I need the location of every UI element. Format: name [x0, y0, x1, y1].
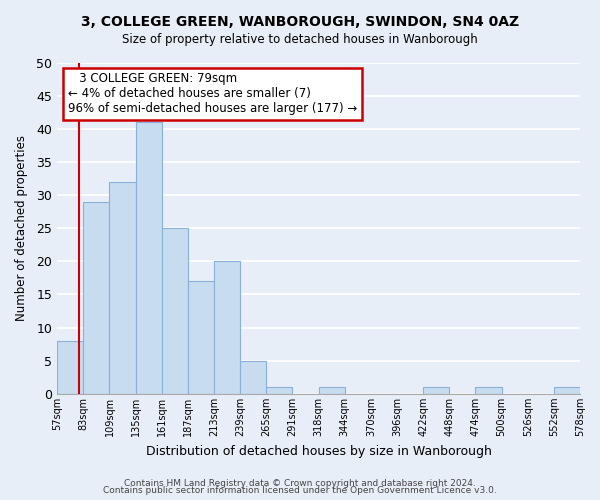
Bar — [319, 388, 345, 394]
Bar — [475, 388, 502, 394]
Bar — [214, 262, 240, 394]
Bar — [423, 388, 449, 394]
Bar — [188, 281, 214, 394]
Bar — [240, 361, 266, 394]
Text: 3, COLLEGE GREEN, WANBOROUGH, SWINDON, SN4 0AZ: 3, COLLEGE GREEN, WANBOROUGH, SWINDON, S… — [81, 15, 519, 29]
Text: Contains HM Land Registry data © Crown copyright and database right 2024.: Contains HM Land Registry data © Crown c… — [124, 478, 476, 488]
Y-axis label: Number of detached properties: Number of detached properties — [15, 135, 28, 321]
Bar — [162, 228, 188, 394]
Text: 3 COLLEGE GREEN: 79sqm   
← 4% of detached houses are smaller (7)
96% of semi-de: 3 COLLEGE GREEN: 79sqm ← 4% of detached … — [68, 72, 357, 116]
X-axis label: Distribution of detached houses by size in Wanborough: Distribution of detached houses by size … — [146, 444, 491, 458]
Bar — [57, 341, 83, 394]
Bar — [109, 182, 136, 394]
Text: Size of property relative to detached houses in Wanborough: Size of property relative to detached ho… — [122, 32, 478, 46]
Bar — [266, 388, 292, 394]
Bar — [83, 202, 109, 394]
Text: Contains public sector information licensed under the Open Government Licence v3: Contains public sector information licen… — [103, 486, 497, 495]
Bar — [136, 122, 162, 394]
Bar — [554, 388, 580, 394]
